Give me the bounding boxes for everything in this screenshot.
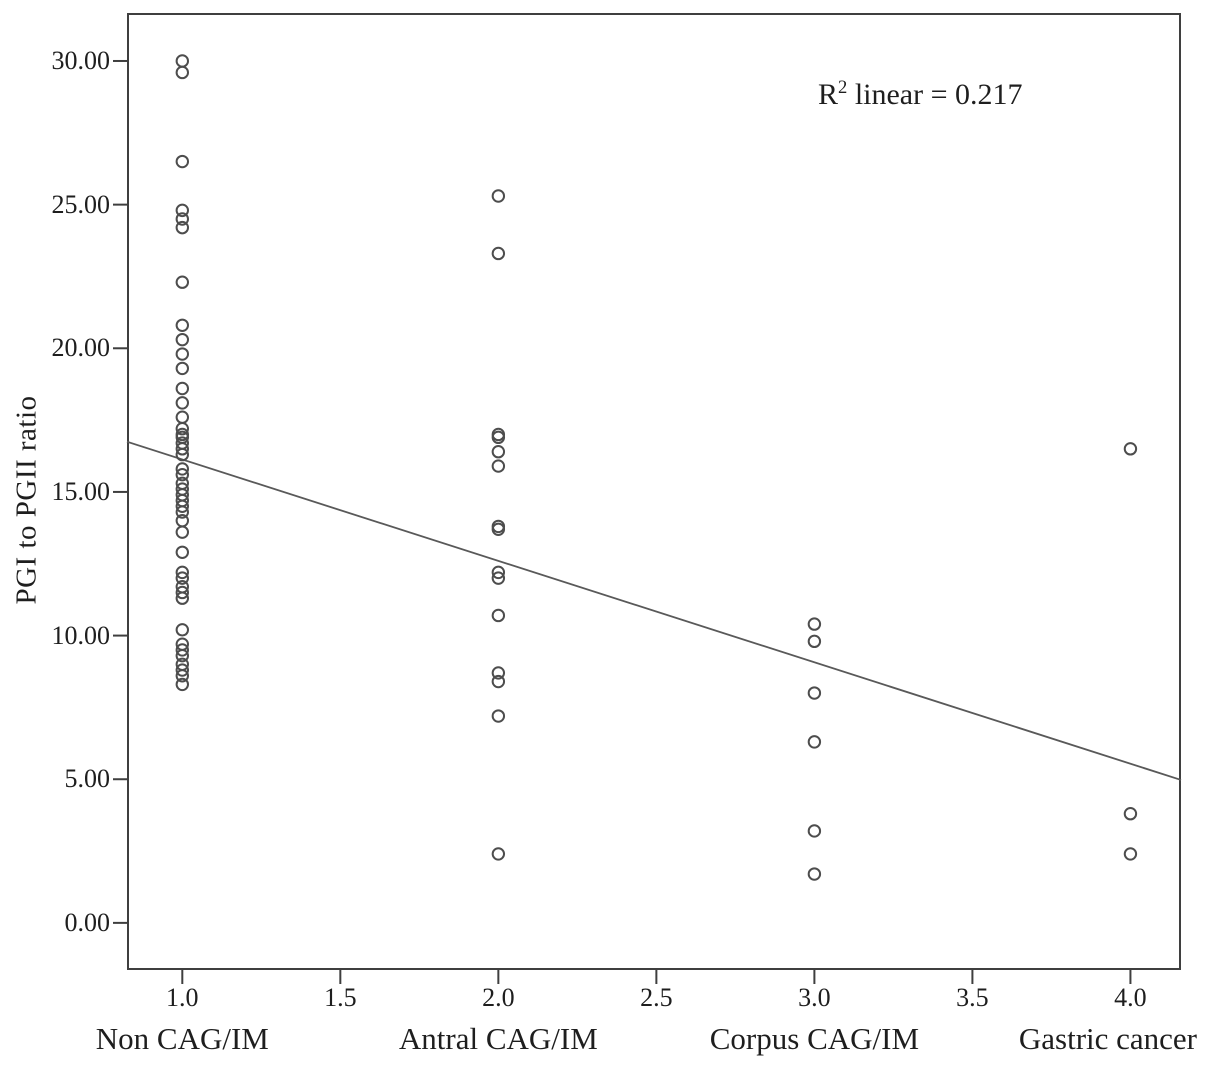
data-point-non-cag-im bbox=[175, 591, 190, 605]
data-point-non-cag-im bbox=[175, 669, 190, 683]
data-point-gastric-cancer bbox=[1123, 847, 1138, 861]
data-point-non-cag-im bbox=[175, 462, 190, 476]
data-point-antral-cag-im bbox=[491, 445, 506, 459]
data-point-antral-cag-im bbox=[491, 666, 506, 680]
data-point-antral-cag-im bbox=[491, 709, 506, 723]
y-tick-label: 15.00 bbox=[51, 476, 111, 506]
data-point-antral-cag-im bbox=[491, 246, 506, 261]
data-point-antral-cag-im bbox=[491, 189, 506, 203]
x-tick-label: 3.0 bbox=[798, 983, 831, 1012]
data-point-non-cag-im bbox=[175, 467, 190, 482]
data-point-antral-cag-im bbox=[491, 430, 506, 445]
data-point-non-cag-im bbox=[175, 447, 190, 462]
data-point-non-cag-im bbox=[175, 499, 190, 513]
data-point-non-cag-im bbox=[175, 422, 190, 436]
data-point-non-cag-im bbox=[175, 318, 190, 332]
data-point-non-cag-im bbox=[175, 212, 190, 226]
y-tick-label: 30.00 bbox=[51, 45, 111, 75]
data-point-corpus-cag-im bbox=[807, 735, 822, 749]
data-point-corpus-cag-im bbox=[807, 634, 822, 649]
data-point-non-cag-im bbox=[175, 663, 190, 677]
data-point-antral-cag-im bbox=[491, 565, 506, 580]
y-tick-label: 0.00 bbox=[64, 907, 111, 937]
data-point-antral-cag-im bbox=[491, 674, 506, 689]
data-point-non-cag-im bbox=[175, 623, 190, 637]
data-point-non-cag-im bbox=[175, 677, 190, 692]
x-tick-label: 2.0 bbox=[482, 983, 515, 1012]
x-tick-label: 1.5 bbox=[324, 983, 357, 1012]
data-point-non-cag-im bbox=[175, 65, 190, 80]
data-point-antral-cag-im bbox=[491, 571, 506, 585]
data-point-corpus-cag-im bbox=[807, 867, 822, 881]
data-point-corpus-cag-im bbox=[807, 824, 822, 838]
data-point-non-cag-im bbox=[175, 396, 190, 410]
data-point-gastric-cancer bbox=[1123, 807, 1138, 821]
data-point-non-cag-im bbox=[175, 332, 190, 347]
data-point-antral-cag-im bbox=[491, 847, 506, 861]
data-point-non-cag-im bbox=[175, 442, 190, 456]
data-point-antral-cag-im bbox=[491, 459, 506, 473]
data-point-non-cag-im bbox=[175, 505, 190, 519]
x-category-label: Non CAG/IM bbox=[95, 1021, 269, 1056]
data-point-antral-cag-im bbox=[491, 608, 506, 623]
data-point-non-cag-im bbox=[175, 275, 190, 289]
x-category-label: Antral CAG/IM bbox=[398, 1021, 598, 1056]
data-point-non-cag-im bbox=[175, 154, 190, 169]
data-point-corpus-cag-im bbox=[807, 617, 822, 631]
y-tick-label: 5.00 bbox=[64, 764, 111, 794]
data-point-non-cag-im bbox=[175, 203, 190, 218]
data-point-non-cag-im bbox=[175, 381, 190, 396]
x-tick-label: 3.5 bbox=[956, 983, 989, 1012]
data-point-non-cag-im bbox=[175, 643, 190, 657]
x-category-label: Gastric cancer bbox=[1018, 1021, 1198, 1056]
x-category-label: Corpus CAG/IM bbox=[709, 1021, 920, 1056]
data-point-non-cag-im bbox=[175, 571, 190, 585]
regression-line bbox=[126, 440, 1182, 781]
data-point-non-cag-im bbox=[175, 220, 190, 235]
data-point-non-cag-im bbox=[175, 525, 190, 539]
data-point-gastric-cancer bbox=[1123, 442, 1138, 456]
y-tick-label: 10.00 bbox=[51, 620, 111, 650]
y-tick-label: 25.00 bbox=[51, 189, 111, 219]
data-point-non-cag-im bbox=[175, 410, 190, 424]
data-point-non-cag-im bbox=[175, 545, 190, 559]
x-tick-label: 1.0 bbox=[166, 983, 199, 1012]
data-point-corpus-cag-im bbox=[807, 686, 822, 700]
plot-border bbox=[127, 13, 1181, 970]
plot-canvas bbox=[113, 13, 1182, 984]
x-tick-label: 2.5 bbox=[640, 983, 673, 1012]
data-point-non-cag-im bbox=[175, 361, 190, 376]
data-point-non-cag-im bbox=[175, 54, 190, 68]
r-squared-value: linear = 0.217 bbox=[847, 78, 1023, 111]
r-squared-base: R bbox=[818, 78, 839, 111]
data-point-non-cag-im bbox=[175, 585, 190, 600]
data-point-non-cag-im bbox=[175, 565, 190, 580]
data-point-non-cag-im bbox=[175, 347, 190, 361]
r-squared-exponent: 2 bbox=[838, 77, 848, 98]
y-tick-label: 20.00 bbox=[51, 333, 111, 363]
data-point-non-cag-im bbox=[175, 513, 190, 528]
x-tick-label: 4.0 bbox=[1114, 983, 1147, 1012]
data-point-non-cag-im bbox=[175, 648, 190, 663]
r-squared-annotation: R2 linear = 0.217 bbox=[818, 78, 1023, 112]
data-point-antral-cag-im bbox=[491, 522, 506, 536]
